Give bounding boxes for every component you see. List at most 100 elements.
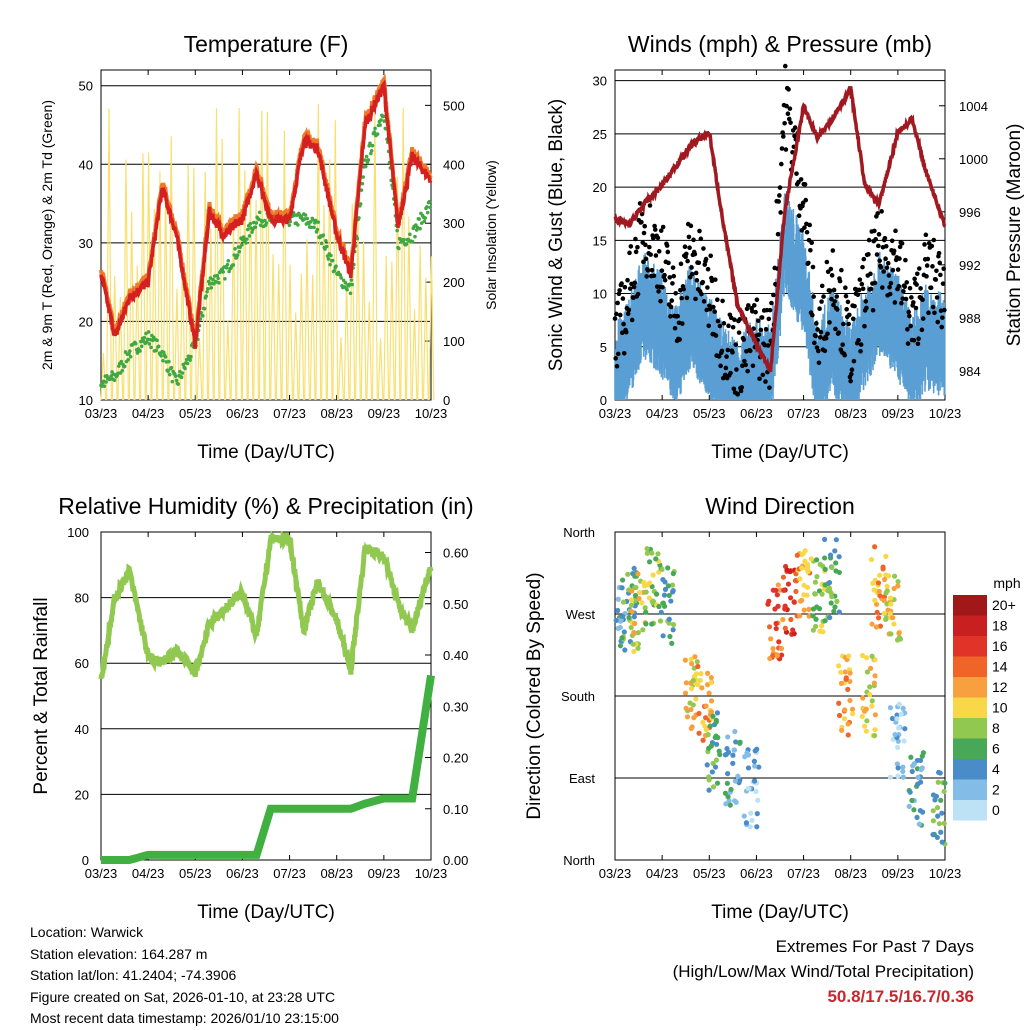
direction-point [889, 715, 896, 722]
gust-point [787, 106, 793, 111]
legend-label: 18 [992, 618, 1008, 634]
gust-point [847, 312, 852, 318]
dewpoint-point [176, 382, 181, 386]
gust-point [758, 327, 764, 333]
dewpoint-point [154, 348, 158, 353]
dewpoint-point [139, 344, 144, 349]
gust-point [864, 305, 869, 311]
gust-point [831, 287, 837, 293]
gust-point [888, 280, 894, 286]
y-axis-title: Direction (Colored By Speed) [524, 572, 545, 819]
direction-point [692, 654, 698, 660]
gust-point [933, 277, 939, 282]
gust-point [802, 182, 808, 187]
legend-label: 6 [992, 741, 1000, 757]
direction-point [872, 544, 878, 550]
y2-tick-label: 0.20 [443, 751, 468, 766]
direction-point [867, 691, 873, 698]
gust-point [668, 304, 674, 310]
dewpoint-point [138, 349, 142, 353]
solar-series [304, 239, 310, 401]
gust-point [804, 229, 810, 235]
dewpoint-point [419, 221, 424, 225]
gust-point [708, 253, 713, 259]
gust-point [645, 268, 651, 273]
dewpoint-point [312, 225, 316, 230]
gust-point [903, 257, 908, 263]
gust-point [647, 203, 653, 208]
gust-point [779, 146, 785, 151]
direction-point [845, 721, 851, 727]
gust-point [924, 274, 929, 279]
direction-point [833, 537, 839, 543]
gust-point [892, 300, 898, 305]
gust-point [699, 291, 704, 297]
direction-point [884, 583, 890, 590]
gust-point [834, 294, 840, 299]
solar-series [241, 170, 248, 401]
direction-point [693, 671, 699, 677]
direction-point [891, 585, 897, 592]
direction-point [842, 669, 848, 675]
gust-point [655, 235, 661, 241]
y-tick-label: 5 [600, 340, 607, 355]
x-tick-label: 10/23 [929, 406, 962, 421]
direction-point [901, 738, 907, 744]
direction-point [725, 794, 731, 800]
direction-point [659, 566, 665, 572]
gust-point [881, 269, 886, 274]
dewpoint-point [206, 286, 210, 291]
gust-point [759, 315, 765, 320]
legend-swatch [953, 697, 987, 718]
gust-point [707, 306, 713, 312]
gust-point [648, 252, 653, 257]
direction-point [900, 764, 906, 770]
direction-point [688, 686, 695, 692]
direction-point [615, 625, 621, 631]
gust-point [919, 327, 925, 333]
dewpoint-point [147, 342, 152, 346]
gust-point [733, 342, 739, 347]
dewpoint-point [364, 154, 369, 159]
gust-point [819, 283, 825, 289]
direction-point [797, 576, 803, 582]
direction-point [902, 726, 908, 732]
dewpoint-point [133, 341, 138, 346]
dewpoint-point [216, 276, 220, 281]
gust-point [897, 244, 903, 250]
dewpoint-point [330, 258, 335, 263]
direction-point [871, 680, 877, 686]
gust-point [843, 293, 849, 299]
direction-point [666, 616, 672, 622]
dewpoint-point [226, 258, 231, 263]
gust-point [741, 337, 746, 342]
direction-point [891, 621, 897, 627]
direction-point [833, 568, 839, 574]
direction-point [613, 617, 619, 624]
direction-point [619, 635, 625, 641]
direction-point [684, 714, 691, 720]
gust-point [764, 307, 770, 313]
direction-point [688, 706, 694, 713]
gust-point [686, 234, 692, 240]
dewpoint-point [237, 249, 242, 254]
gust-point [935, 319, 941, 325]
direction-point [628, 602, 635, 608]
gust-point [829, 296, 834, 302]
direction-point [791, 599, 797, 605]
y-tick-label: North [563, 525, 595, 540]
direction-point [660, 633, 666, 639]
solar-series [253, 199, 260, 401]
dewpoint-point [375, 132, 380, 136]
direction-point [872, 597, 878, 603]
gust-point [872, 228, 877, 234]
dewpoint-point [309, 225, 314, 230]
x-tick-label: 09/23 [368, 406, 401, 421]
gust-point [914, 271, 920, 277]
direction-point [710, 784, 717, 790]
legend-swatch [953, 800, 987, 821]
solar-series [349, 204, 356, 401]
dewpoint-point [109, 374, 113, 378]
solar-series [190, 167, 197, 401]
y-tick-label: North [563, 853, 595, 868]
